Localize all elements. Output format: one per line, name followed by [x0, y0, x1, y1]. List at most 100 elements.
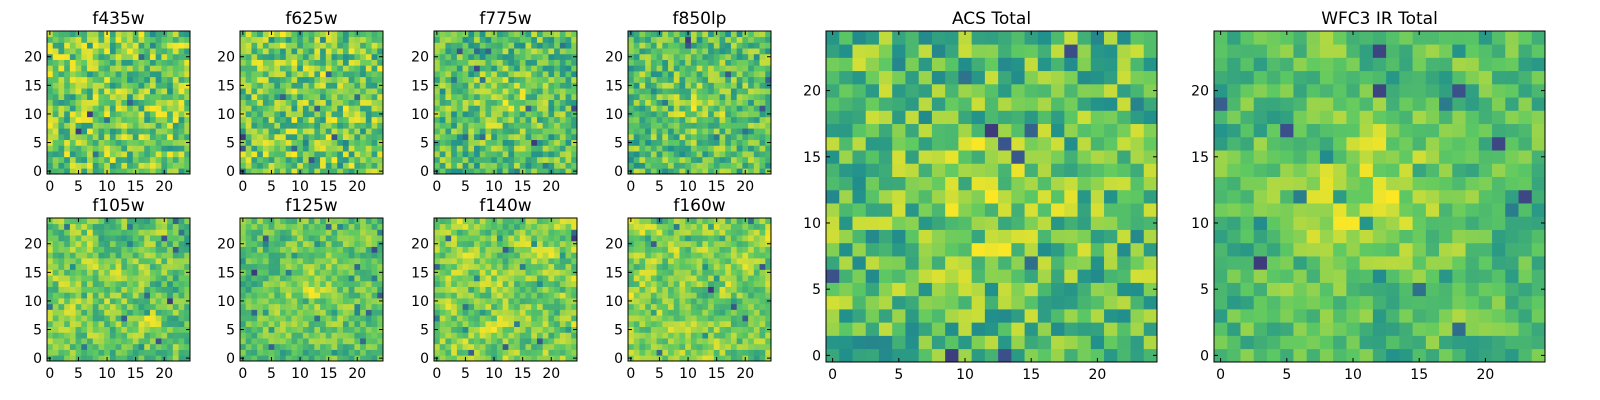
heatmap-cell — [708, 332, 715, 339]
heatmap-cell — [508, 88, 515, 95]
heatmap-cell — [656, 349, 663, 356]
heatmap-cell — [144, 48, 151, 55]
heatmap-cell — [109, 229, 116, 236]
heatmap-cell — [52, 65, 59, 72]
heatmap-cell — [172, 162, 179, 169]
heatmap-cell — [127, 275, 134, 282]
heatmap-cell — [291, 349, 298, 356]
heatmap-cell — [474, 343, 481, 350]
heatmap-cell — [474, 71, 481, 78]
heatmap-cell — [115, 349, 122, 356]
heatmap-cell — [58, 48, 65, 55]
heatmap-cell — [172, 229, 179, 236]
heatmap-cell — [639, 93, 646, 100]
heatmap-cell — [708, 53, 715, 60]
heatmap-cell — [565, 36, 572, 43]
heatmap-cell — [439, 235, 446, 242]
heatmap-cell — [479, 320, 486, 328]
heatmap-cell — [337, 263, 344, 270]
heatmap-cell — [548, 65, 555, 72]
heatmap-cell — [251, 82, 258, 89]
heatmap-cell — [132, 111, 139, 118]
heatmap-cell — [308, 286, 315, 293]
heatmap-cell — [285, 338, 292, 345]
heatmap-cell — [314, 298, 321, 305]
heatmap-cell — [342, 269, 350, 276]
heatmap-cell — [268, 292, 275, 299]
heatmap-cell — [514, 65, 521, 72]
heatmap-cell — [155, 88, 162, 95]
heatmap-cell — [456, 151, 463, 158]
heatmap-cell — [531, 286, 538, 293]
heatmap-cell — [725, 133, 732, 141]
heatmap-cell — [161, 223, 168, 230]
heatmap-cell — [337, 338, 344, 345]
heatmap-cell — [155, 145, 162, 152]
heatmap-cell — [673, 82, 680, 89]
heatmap-cell — [650, 133, 657, 141]
heatmap-cell — [58, 315, 65, 322]
heatmap-cell — [149, 263, 157, 270]
heatmap-cell — [371, 145, 378, 152]
heatmap-cell — [302, 93, 309, 100]
heatmap-cell — [719, 349, 726, 356]
heatmap-cell — [337, 332, 344, 339]
heatmap-cell — [274, 156, 281, 163]
heatmap-cell — [468, 168, 475, 175]
heatmap-cell — [69, 269, 76, 276]
heatmap-cell — [64, 286, 71, 293]
heatmap-cell — [354, 338, 361, 345]
heatmap-cell — [559, 252, 566, 259]
heatmap-cell — [81, 280, 88, 287]
heatmap-cell — [297, 145, 304, 152]
heatmap-cell — [138, 218, 145, 225]
heatmap-cell — [81, 128, 88, 135]
heatmap-cell — [285, 235, 292, 242]
heatmap-cell — [262, 235, 269, 242]
heatmap-cell — [115, 162, 122, 169]
heatmap-cell — [274, 76, 281, 83]
heatmap-cell — [502, 298, 509, 305]
heatmap-cell — [502, 111, 509, 118]
heatmap-cell — [109, 145, 116, 152]
heatmap-cell — [519, 65, 526, 72]
heatmap-cell — [753, 122, 760, 129]
heatmap-cell — [109, 286, 116, 293]
heatmap-cell — [690, 71, 697, 78]
heatmap-cell — [645, 82, 652, 89]
heatmap-cell — [502, 343, 509, 350]
heatmap-cell — [69, 240, 76, 247]
heatmap-cell — [639, 168, 646, 175]
heatmap-cell — [167, 252, 174, 259]
heatmap-cell — [178, 286, 185, 293]
heatmap-cell — [87, 122, 94, 129]
heatmap-cell — [280, 145, 287, 152]
heatmap-cell — [360, 263, 367, 270]
heatmap-cell — [69, 229, 76, 236]
heatmap-cell — [451, 315, 458, 322]
heatmap-cell — [730, 332, 738, 339]
heatmap-cell — [736, 53, 743, 60]
heatmap-cell — [554, 309, 561, 316]
heatmap-cell — [75, 275, 82, 282]
heatmap-cell — [69, 355, 76, 362]
heatmap-cell — [639, 156, 646, 163]
heatmap-cell — [257, 48, 264, 55]
heatmap-cell — [759, 332, 766, 339]
heatmap-cell — [87, 292, 94, 299]
heatmap-cell — [268, 88, 275, 95]
heatmap-cell — [320, 309, 327, 316]
heatmap-cell — [548, 59, 555, 66]
heatmap-cell — [371, 235, 378, 242]
y-tick-label: 5 — [226, 136, 235, 152]
heatmap-cell — [439, 93, 446, 100]
heatmap-cell — [628, 65, 635, 72]
heatmap-cell — [325, 76, 332, 83]
heatmap-cell — [245, 65, 252, 72]
heatmap-cell — [639, 139, 646, 146]
heatmap-cell — [81, 320, 88, 328]
heatmap-cell — [725, 31, 732, 38]
heatmap-cell — [155, 162, 162, 169]
heatmap-cell — [702, 82, 709, 89]
heatmap-cell — [633, 42, 640, 49]
